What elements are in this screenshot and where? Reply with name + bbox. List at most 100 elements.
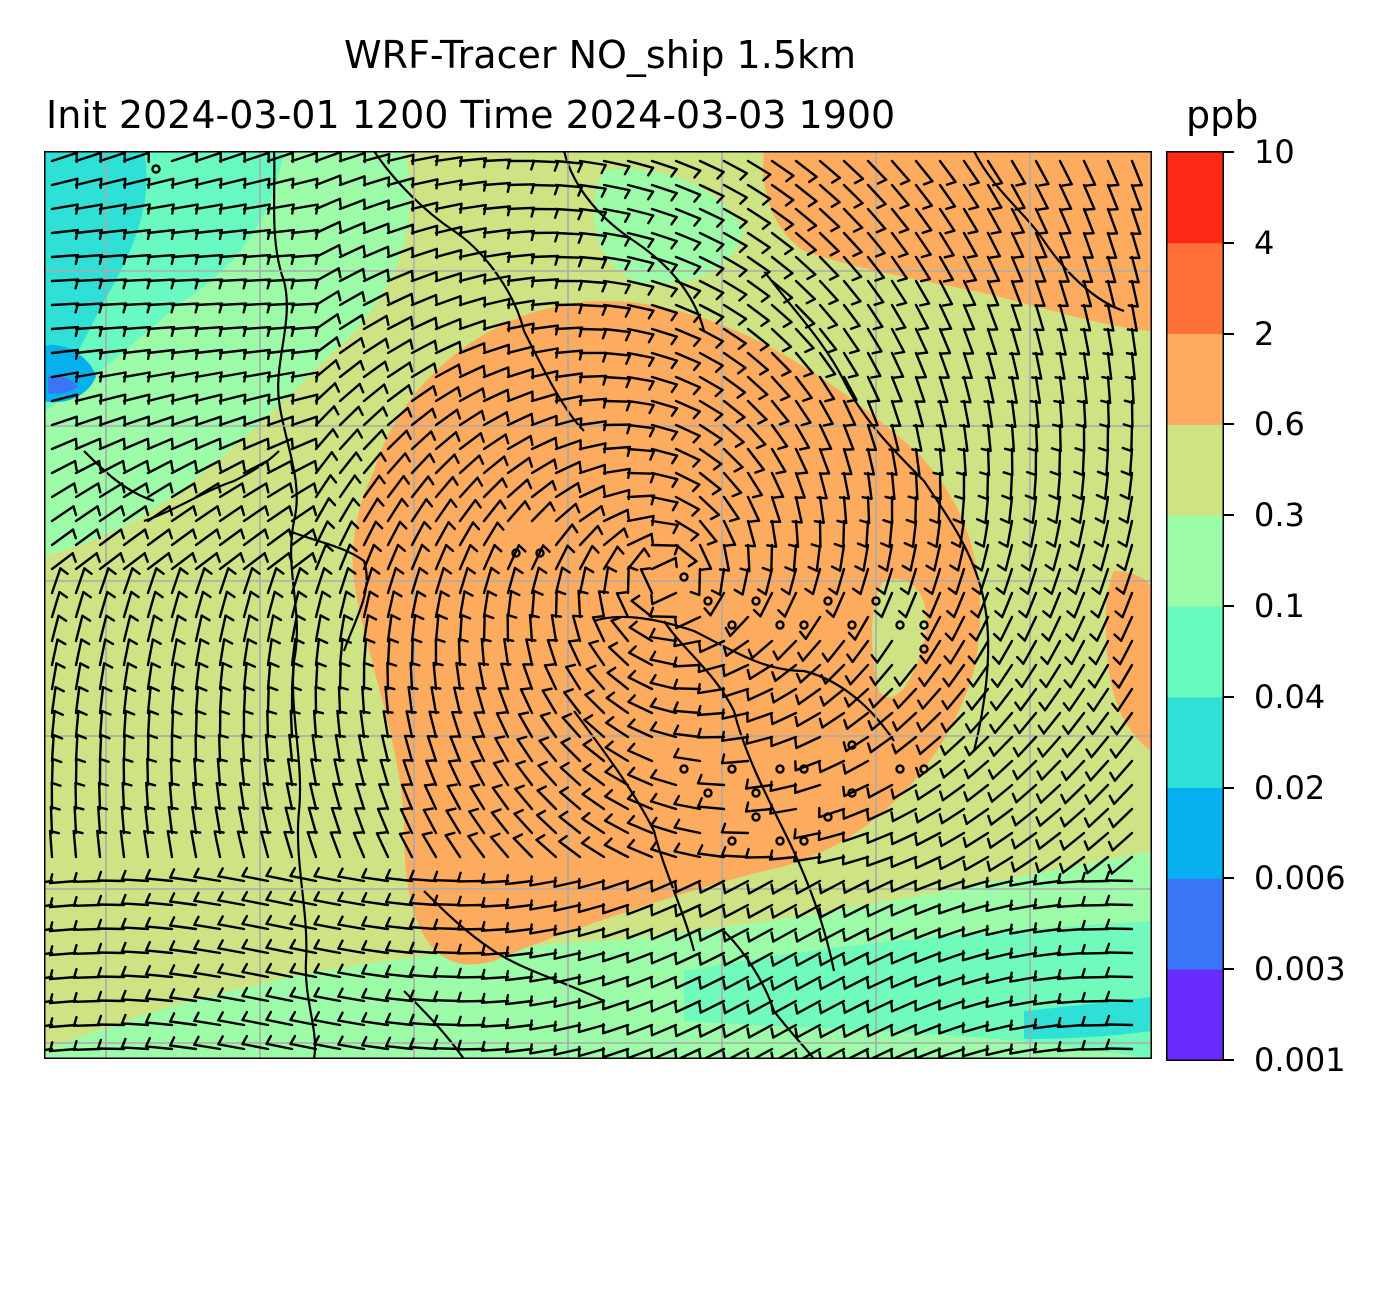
wind-barb-shaft: [770, 183, 795, 202]
wind-barb-shaft: [698, 351, 724, 367]
wind-barb-shaft: [428, 710, 438, 739]
wind-barb-flag: [193, 757, 205, 763]
wind-barb-shaft: [962, 255, 978, 282]
wind-barb-shaft: [458, 273, 487, 283]
wind-calm-marker: [847, 620, 857, 630]
wind-barb-flag: [1063, 679, 1072, 689]
wind-barb-flag: [793, 851, 797, 863]
wind-barb-shaft: [530, 566, 540, 595]
wind-barb-shaft: [554, 394, 583, 403]
wind-barb-flag: [895, 326, 907, 331]
wind-barb-shaft: [146, 590, 157, 619]
wind-barb-flag: [896, 301, 908, 307]
colorbar-cell: [1167, 515, 1223, 607]
wind-barb-flag: [144, 892, 152, 904]
wind-barb-shaft: [289, 994, 318, 1003]
wind-barb-shaft: [915, 855, 942, 870]
wind-barb-flag: [122, 348, 128, 361]
wind-barb-flag: [227, 567, 237, 575]
wind-barb-shaft: [385, 972, 414, 979]
wind-barb-flag: [1037, 724, 1045, 735]
wind-barb-shaft: [602, 879, 630, 891]
wind-barb-shaft: [144, 973, 174, 979]
coastline: [973, 151, 1125, 313]
wind-barb-flag: [119, 552, 125, 563]
wind-barb-flag: [100, 709, 112, 716]
colorbar-tick-mark: [1224, 514, 1234, 517]
wind-barb-shaft: [1082, 351, 1090, 380]
wind-barb-flag: [193, 987, 200, 998]
wind-barb-shaft: [170, 177, 199, 187]
wind-barb-flag: [313, 891, 320, 902]
wind-barb-shaft: [530, 159, 560, 164]
wind-barb-shaft: [266, 437, 294, 451]
wind-calm-marker: [775, 764, 785, 774]
wind-barb-shaft: [890, 375, 903, 403]
wind-barb-flag: [174, 662, 185, 669]
wind-barb-flag: [143, 830, 155, 834]
wind-barb-shaft: [842, 519, 846, 549]
wind-barb-flag: [565, 663, 577, 669]
wind-barb-shaft: [194, 151, 222, 163]
wind-barb-shaft: [993, 711, 1014, 734]
wind-barb-flag: [76, 733, 87, 740]
wind-barb-flag: [127, 638, 139, 646]
wind-barb-shaft: [627, 700, 654, 715]
wind-barb-flag: [333, 382, 341, 393]
wind-barb-flag: [73, 805, 85, 811]
wind-barb-flag: [361, 290, 366, 303]
wind-barb-shaft: [720, 831, 750, 835]
wind-barb-shaft: [170, 253, 200, 259]
wind-barb-flag: [650, 1001, 654, 1013]
wind-barb-shaft: [698, 375, 724, 392]
field-zone-cyan-northwest: [44, 151, 147, 401]
wind-barb-shaft: [914, 495, 918, 525]
wind-barb-flag: [346, 567, 357, 575]
wind-barb-flag: [1056, 921, 1062, 933]
wind-barb-shaft: [194, 482, 220, 499]
wind-barb-flag: [457, 363, 462, 375]
wind-barb-shaft: [482, 274, 511, 283]
wind-barb-shaft: [122, 567, 134, 595]
wind-barb-shaft: [1056, 903, 1086, 909]
wind-barb-shaft: [1058, 351, 1066, 380]
wind-barb-flag: [385, 1012, 392, 1024]
wind-barb-flag: [374, 520, 384, 530]
wind-barb-flag: [867, 424, 879, 427]
wind-barb-flag: [819, 695, 825, 707]
wind-barb-flag: [385, 1036, 392, 1048]
wind-barb-flag: [242, 437, 246, 449]
wind-barb-shaft: [584, 693, 606, 715]
wind-barb-shaft: [398, 832, 414, 859]
wind-barb-flag: [846, 653, 854, 664]
wind-barb-flag: [434, 293, 438, 306]
wind-barb-shaft: [266, 638, 273, 667]
wind-barb-shaft: [986, 423, 992, 453]
wind-barb-shaft: [266, 151, 294, 163]
wind-barb-shaft: [1130, 231, 1141, 260]
wind-barb-flag: [935, 424, 948, 428]
wind-barb-shaft: [1082, 327, 1091, 356]
wind-barb-flag: [153, 590, 164, 599]
wind-barb-flag: [190, 830, 202, 834]
wind-barb-flag: [218, 228, 224, 241]
wind-barb-shaft: [98, 567, 110, 595]
wind-barb-flag: [291, 177, 295, 189]
wind-barb-flag: [1042, 610, 1052, 619]
wind-barb-flag: [1045, 540, 1056, 548]
wind-barb-flag: [409, 315, 414, 328]
wind-barb-shaft: [516, 738, 534, 763]
wind-barb-shaft: [554, 566, 564, 595]
wind-barb-shaft: [122, 552, 146, 571]
wind-barb-flag: [643, 547, 651, 558]
wind-barb-shaft: [50, 709, 56, 739]
wind-barb-shaft: [986, 351, 996, 380]
wind-barb-flag: [624, 212, 631, 224]
wind-barb-shaft: [768, 855, 798, 861]
wind-barb-flag: [1111, 679, 1121, 689]
wind-barb-flag: [312, 505, 318, 517]
wind-barb-shaft: [986, 471, 990, 501]
wind-barb-shaft: [1033, 879, 1062, 886]
wind-barb-shaft: [74, 709, 80, 739]
wind-barb-shaft: [554, 326, 584, 331]
